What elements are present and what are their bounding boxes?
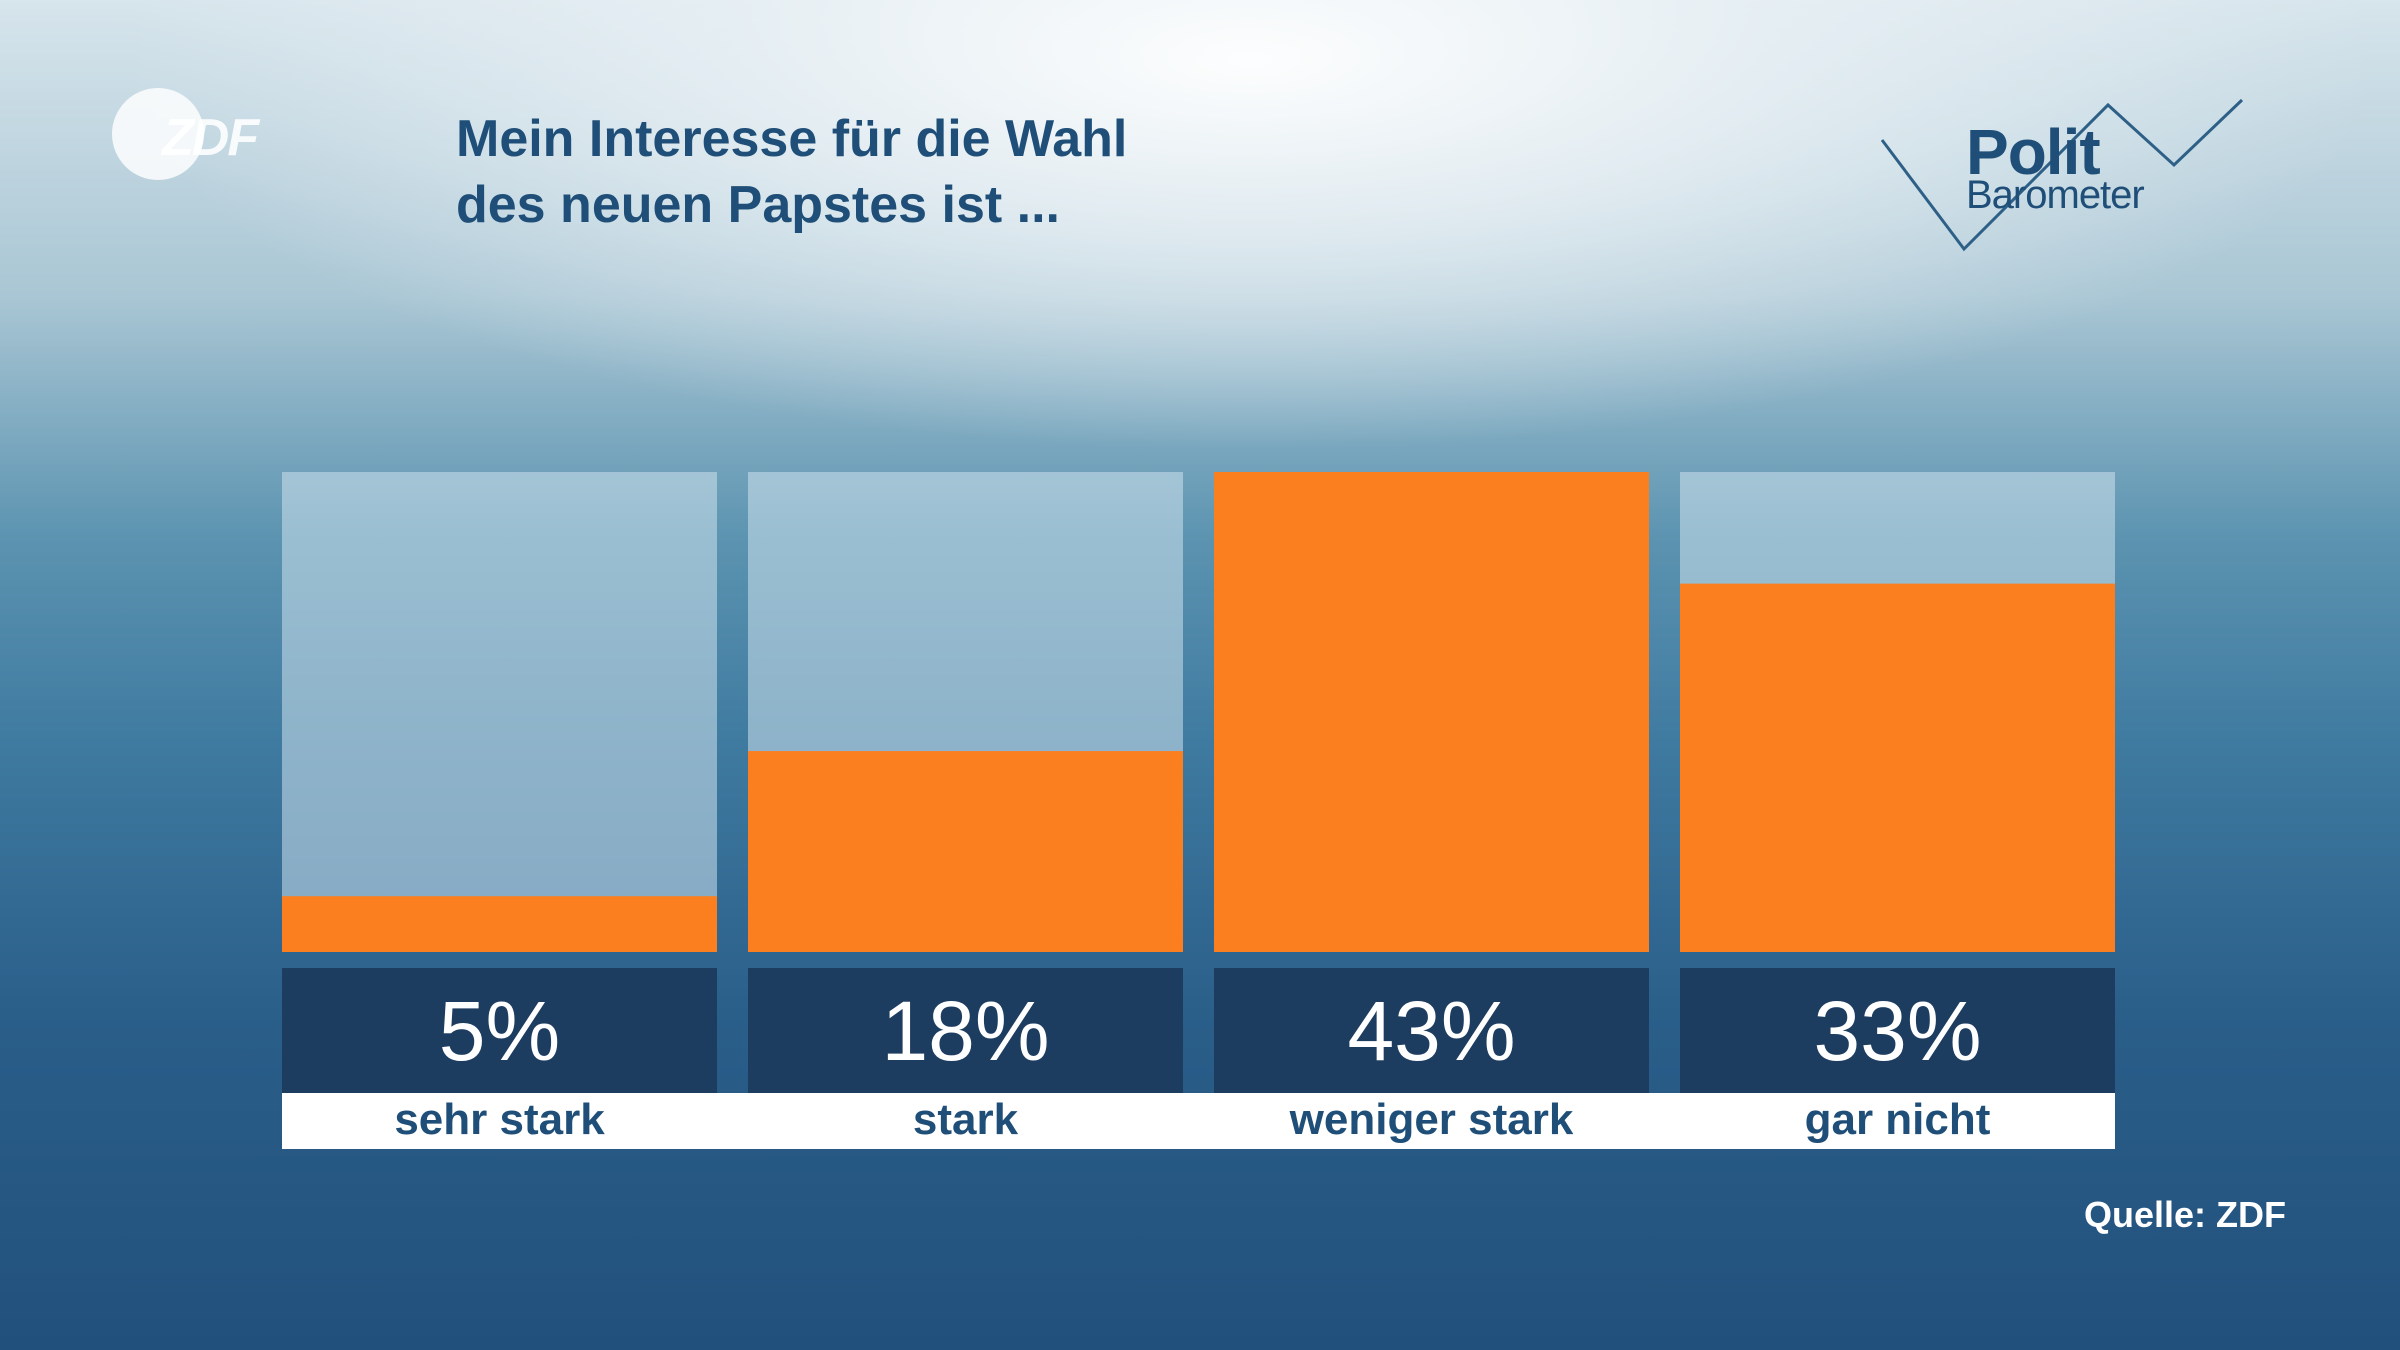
category-label: gar nicht <box>1805 1095 1991 1144</box>
value-box <box>282 968 717 1093</box>
value-box <box>1214 968 1649 1093</box>
category-label: sehr stark <box>394 1095 605 1144</box>
zdf-logo: ZDF <box>112 88 282 184</box>
chart-title: Mein Interesse für die Wahl des neuen Pa… <box>456 106 1356 238</box>
category-band-gap <box>1649 1093 1680 1149</box>
bar <box>748 751 1183 952</box>
category-label: stark <box>913 1095 1019 1144</box>
value-label: 43% <box>1347 984 1515 1078</box>
value-label: 18% <box>881 984 1049 1078</box>
bar <box>282 896 717 952</box>
category-band-gap <box>1183 1093 1214 1149</box>
source-note: Quelle: ZDF <box>2083 1194 2286 1235</box>
bar <box>1680 583 2115 952</box>
chart-title-line-2: des neuen Papstes ist ... <box>456 176 1060 234</box>
value-box <box>1680 968 2115 1093</box>
bar-track <box>282 472 717 952</box>
category-label: weniger stark <box>1289 1095 1574 1144</box>
politbarometer-logo: Polit Barometer <box>1880 95 2250 265</box>
category-box <box>282 1093 717 1149</box>
politbarometer-zigzag-icon <box>1880 98 2244 252</box>
zdf-logo-disc <box>112 88 204 180</box>
politbarometer-logo-line-1: Polit <box>1966 116 2101 188</box>
value-label: 5% <box>439 984 560 1078</box>
bar <box>1214 472 1649 952</box>
value-box <box>748 968 1183 1093</box>
category-box <box>1680 1093 2115 1149</box>
zdf-logo-text: ZDF <box>162 109 259 167</box>
category-box <box>1214 1093 1649 1149</box>
chart-title-line-1: Mein Interesse für die Wahl <box>456 110 1128 168</box>
politbarometer-logo-line-2: Barometer <box>1966 173 2145 217</box>
category-box <box>748 1093 1183 1149</box>
category-band-gap <box>717 1093 748 1149</box>
value-label: 33% <box>1813 984 1981 1078</box>
